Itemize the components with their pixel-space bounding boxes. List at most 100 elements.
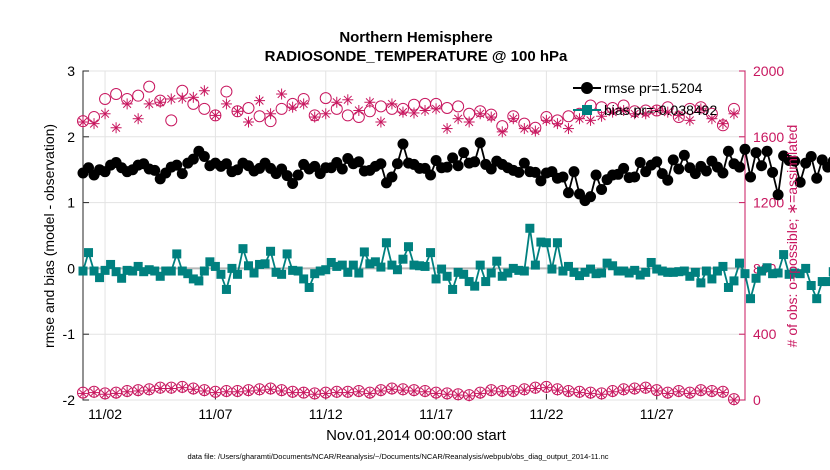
bias-point: [486, 268, 496, 278]
obs-assimilated-point: [276, 88, 288, 100]
bias-point: [597, 268, 607, 278]
bias-point: [431, 274, 441, 284]
bias-point: [530, 260, 540, 270]
obs-assimilated-point: [99, 388, 111, 400]
bias-point: [685, 271, 695, 281]
bias-point: [332, 261, 342, 271]
obs-assimilated-point: [254, 384, 266, 396]
bias-point: [591, 269, 601, 279]
obs-assimilated-point: [265, 108, 277, 120]
bias-point: [188, 274, 198, 284]
bias-point: [569, 267, 579, 277]
y-left-tick-label: 2: [67, 129, 75, 145]
bias-point: [641, 267, 651, 277]
bias-point: [762, 263, 772, 273]
bias-point: [547, 264, 557, 274]
obs-assimilated-point: [640, 108, 652, 120]
bias-point: [779, 250, 789, 260]
rmse-point: [458, 147, 470, 159]
bias-point: [426, 248, 436, 258]
rmse-point: [562, 187, 574, 199]
obs-assimilated-point: [441, 388, 453, 400]
legend-rmse-label: rmse pr=1.5204: [604, 80, 703, 96]
obs-possible-point: [242, 102, 255, 115]
bias-point: [690, 267, 700, 277]
rmse-point: [717, 167, 729, 179]
rmse-point: [739, 143, 751, 155]
obs-assimilated-point: [386, 98, 398, 110]
obs-assimilated-point: [154, 382, 166, 394]
obs-assimilated-point: [540, 114, 552, 126]
obs-assimilated-point: [154, 96, 166, 108]
bias-point: [106, 259, 116, 269]
rmse-point: [425, 169, 437, 181]
obs-assimilated-point: [551, 118, 563, 130]
bias-point: [117, 273, 127, 283]
rmse-point: [198, 151, 210, 163]
bias-point: [801, 263, 811, 273]
rmse-point: [761, 145, 773, 157]
bias-point: [624, 268, 634, 278]
bias-point: [514, 265, 524, 275]
obs-assimilated-point: [77, 116, 89, 128]
rmse-point: [474, 137, 486, 149]
obs-assimilated-point: [629, 383, 641, 395]
rmse-point: [662, 174, 674, 186]
bias-point: [144, 265, 154, 275]
rmse-point: [441, 161, 453, 173]
bias-point: [519, 266, 529, 276]
rmse-point: [827, 156, 830, 166]
obs-assimilated-point: [375, 116, 387, 128]
obs-assimilated-point: [209, 387, 221, 399]
bias-point: [448, 284, 458, 294]
y-axis-right-label: # of obs: o=possible; ∗=assimilated: [784, 125, 800, 348]
bias-point: [668, 267, 678, 277]
obs-assimilated-point: [695, 103, 707, 115]
bias-point: [602, 258, 612, 268]
x-tick-label: 11/02: [88, 406, 122, 422]
x-axis-label: Nov.01,2014 00:00:00 start: [326, 427, 507, 444]
obs-possible-point: [562, 110, 575, 123]
rmse-point: [391, 158, 403, 170]
bias-point: [723, 282, 733, 292]
bias-point: [293, 266, 303, 276]
obs-assimilated-point: [452, 389, 464, 401]
rmse-point: [678, 149, 690, 161]
obs-assimilated-point: [143, 98, 155, 110]
rmse-point: [336, 163, 348, 175]
rmse-point: [794, 176, 806, 188]
bias-point: [492, 256, 502, 266]
bias-point: [381, 238, 391, 248]
bias-point: [359, 247, 369, 257]
obs-assimilated-point: [176, 92, 188, 104]
y-left-tick-label: 3: [67, 63, 75, 79]
rmse-point: [756, 160, 768, 172]
rmse-point: [386, 171, 398, 183]
rmse-point: [220, 158, 232, 170]
bias-point: [89, 266, 99, 276]
obs-assimilated-point: [231, 105, 243, 117]
bias-point: [790, 268, 800, 278]
legend-bias-marker: [582, 105, 592, 115]
obs-possible-point: [99, 92, 112, 105]
bias-point: [453, 267, 463, 277]
bias-point: [823, 277, 830, 287]
obs-assimilated-point: [430, 103, 442, 115]
rmse-point: [469, 156, 481, 168]
bias-point: [288, 265, 298, 275]
y-right-tick-label: 2000: [753, 63, 784, 79]
bias-point: [674, 267, 684, 277]
obs-assimilated-point: [607, 386, 619, 398]
legend: rmse pr=1.5204 bias pr=-0.038492: [573, 80, 717, 118]
obs-assimilated-point: [209, 109, 221, 121]
bias-point: [282, 249, 292, 259]
y-left-tick-label: -1: [63, 326, 76, 342]
obs-assimilated-point: [143, 384, 155, 396]
bias-point: [558, 266, 568, 276]
obs-assimilated-point: [507, 113, 519, 125]
bias-point: [718, 261, 728, 271]
obs-assimilated-point: [99, 108, 111, 120]
rmse-point: [772, 189, 784, 201]
x-axis: 11/02 11/07 11/12 11/17 11/22 11/27: [88, 71, 674, 422]
obs-possible-point: [275, 102, 288, 115]
